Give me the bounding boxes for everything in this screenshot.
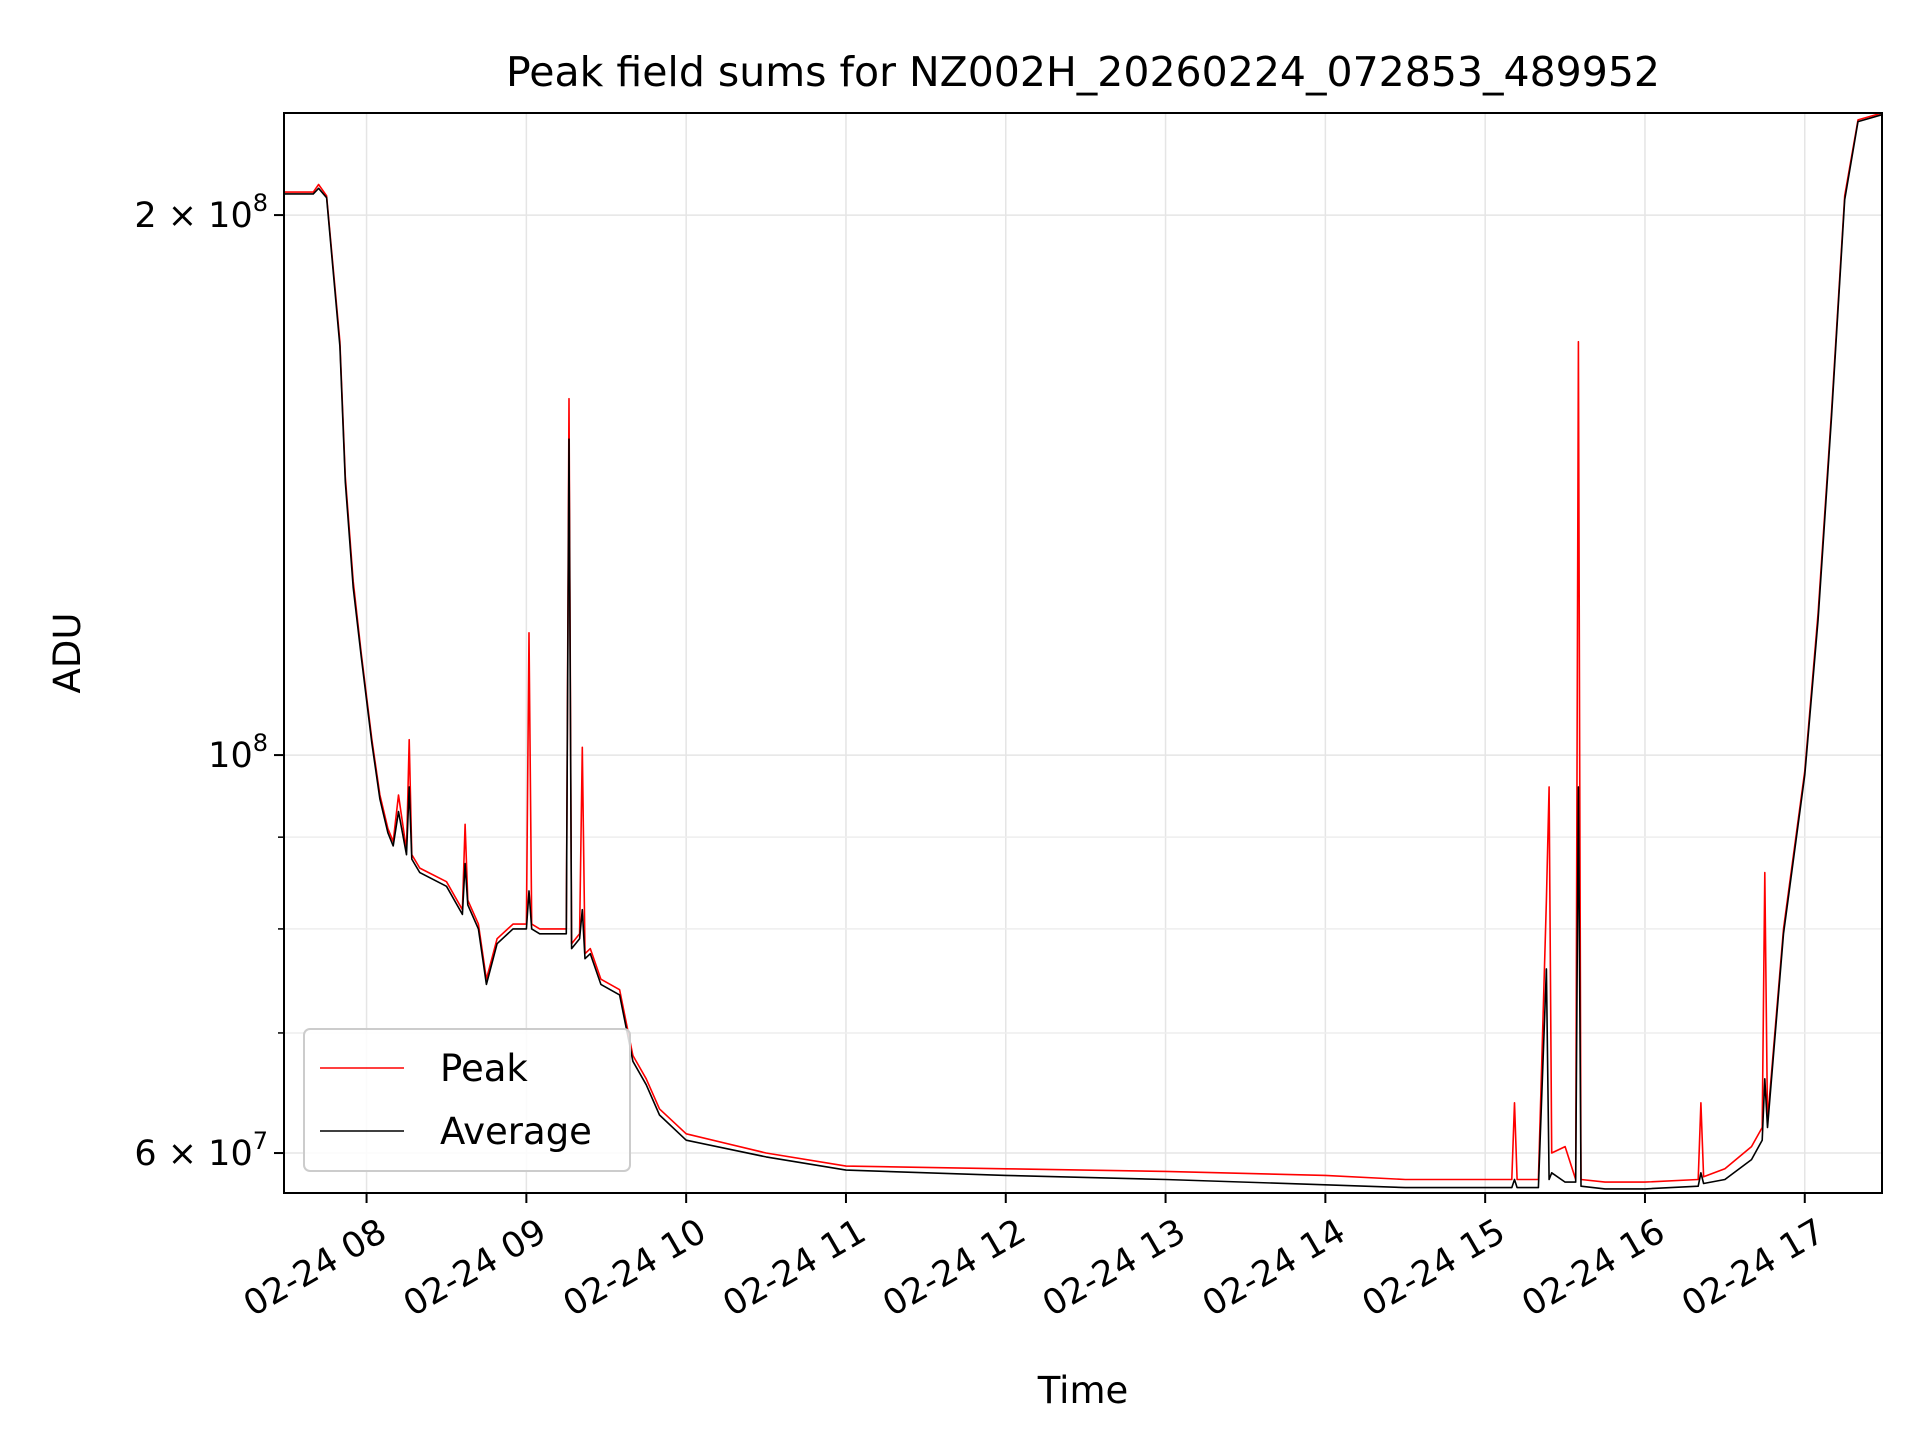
y-tick-mantissa: 10	[208, 736, 253, 776]
series-line-average	[284, 113, 1883, 1190]
series-layer	[284, 112, 1883, 1190]
legend: Peak Average	[303, 1028, 631, 1172]
y-tick-label: 2 × 108	[134, 189, 268, 236]
series-line-peak	[284, 112, 1883, 1183]
y-tick-label: 108	[208, 729, 268, 776]
legend-label-average: Average	[440, 1110, 592, 1153]
y-tick-mantissa: 2 × 10	[134, 196, 252, 236]
y-tick-exponent: 7	[253, 1127, 268, 1155]
y-axis-label: ADU	[46, 613, 89, 694]
y-tick-exponent: 8	[253, 189, 268, 217]
y-tick-mantissa: 6 × 10	[134, 1134, 252, 1174]
y-tick-label: 6 × 107	[134, 1127, 268, 1174]
chart-title: Peak field sums for NZ002H_20260224_0728…	[506, 48, 1660, 96]
legend-label-peak: Peak	[440, 1047, 528, 1090]
plot-frame	[283, 112, 1883, 1194]
legend-box	[303, 1028, 631, 1172]
grid	[284, 113, 1882, 1193]
x-axis-label: Time	[1037, 1369, 1129, 1412]
y-tick-exponent: 8	[253, 729, 268, 757]
